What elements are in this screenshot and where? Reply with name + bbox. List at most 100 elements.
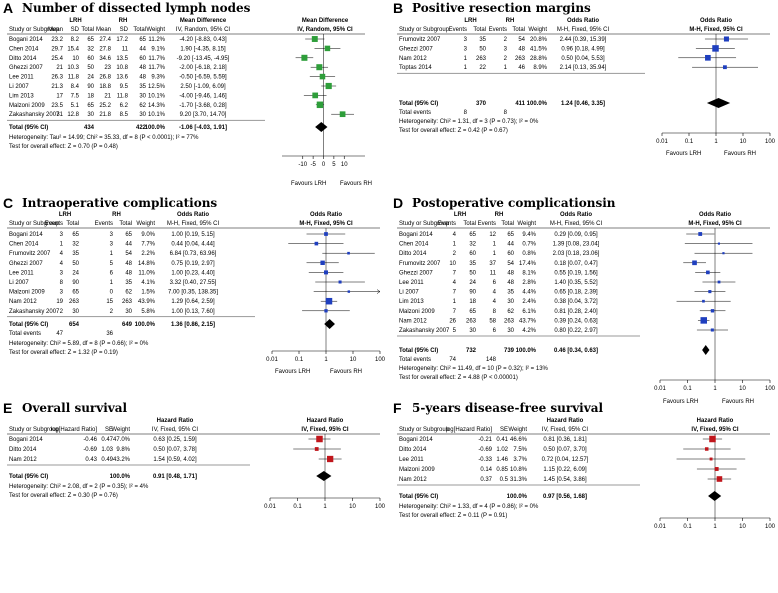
table-cell: 26.8 [99, 75, 111, 81]
table-cell: 35 [479, 37, 486, 43]
column-header: Total [512, 27, 525, 33]
total-ci: 0.91 [0.48, 1.71] [153, 474, 197, 480]
column-header: Total [119, 221, 132, 227]
study-marker [314, 447, 319, 451]
group1-header: LRH [454, 212, 466, 218]
study-name: Ghezzi 2007 [9, 261, 43, 267]
study-name: Frumovitz 2007 [9, 251, 51, 257]
table-cell: 7.5% [513, 447, 527, 453]
group1-header: LRH [464, 18, 476, 24]
study-marker [717, 280, 721, 284]
column-header: Study or Subgroup [9, 221, 60, 227]
study-marker [324, 45, 331, 52]
table-cell: 1.45 [0.54, 3.86] [543, 477, 587, 483]
table-cell: 7.5 [71, 93, 80, 99]
events-group2: 148 [486, 357, 497, 363]
table-cell: 50 [87, 65, 94, 71]
total-n2: 649 [122, 322, 133, 328]
total-weight: 100.0% [507, 494, 528, 500]
table-cell: 1 [60, 242, 64, 248]
table-cell: 44 [139, 46, 146, 52]
total-label: Total (95% CI) [399, 348, 438, 354]
table-cell: 24 [469, 280, 476, 286]
events-group2: 8 [504, 110, 508, 116]
table-cell: 65 [87, 103, 94, 109]
table-cell: 65 [72, 290, 79, 296]
study-marker [700, 317, 708, 324]
table-cell: -0.50 [-6.59, 5.59] [179, 75, 227, 81]
table-cell: 46.6% [510, 437, 528, 443]
column-header: Events [95, 221, 113, 227]
total-n1: 434 [84, 125, 95, 131]
study-marker [324, 232, 328, 236]
table-cell: 29.7 [51, 46, 63, 52]
study-marker [698, 232, 703, 236]
study-name: Lim 2013 [399, 299, 424, 305]
table-cell: 22 [479, 65, 486, 71]
table-cell: 0.72 [0.04, 12.57] [542, 457, 589, 463]
column-header: Events [478, 221, 496, 227]
table-cell: 0.65 [0.18, 2.39] [554, 290, 598, 296]
column-header: Weight [136, 221, 155, 227]
table-cell: 48 [139, 75, 146, 81]
table-cell: 1.03 [101, 447, 113, 453]
study-name: Bogani 2014 [9, 437, 43, 443]
pooled-diamond [708, 491, 722, 501]
column-header: M-H, Fixed, 95% CI [167, 221, 220, 227]
table-cell: 30 [72, 309, 79, 315]
axis-tick-label: 1 [324, 357, 328, 363]
table-cell: 20.8% [530, 37, 548, 43]
study-name: Nam 2012 [9, 299, 37, 305]
table-cell: 10.3 [67, 65, 79, 71]
total-n2: 739 [504, 348, 515, 354]
events-label: Total events [9, 331, 41, 337]
study-name: Lee 2011 [9, 75, 34, 81]
pooled-diamond [706, 98, 731, 108]
study-name: Chen 2014 [9, 242, 39, 248]
plot-subheader: M-H, Fixed, 95% CI [689, 27, 743, 33]
study-marker [710, 309, 715, 313]
panel-title: Number of dissected lymph nodes [22, 1, 251, 15]
study-name: Zakashansky 2007 [399, 328, 450, 334]
table-cell: 6 [493, 280, 497, 286]
table-cell: 13.6 [116, 75, 128, 81]
table-cell: 6.2 [120, 103, 129, 109]
table-cell: 3 [110, 242, 114, 248]
plot-subheader: IV, Random, 95% CI [297, 27, 353, 33]
total-ci: -1.06 [-4.03, 1.91] [179, 125, 227, 131]
table-cell: 7 [453, 290, 457, 296]
study-name: Lim 2013 [9, 93, 34, 99]
table-cell: 5.8% [141, 309, 155, 315]
axis-tick-label: 10 [350, 357, 357, 363]
heterogeneity-note: Heterogeneity: Tau² = 14.99; Chi² = 35.3… [9, 135, 199, 141]
study-marker [323, 270, 329, 275]
axis-tick-label: 0.01 [264, 504, 276, 510]
table-cell: 10.1% [148, 112, 166, 118]
table-cell: 65 [87, 37, 94, 43]
column-header: Events [489, 27, 507, 33]
table-cell: 1.46 [496, 457, 508, 463]
table-cell: 31.3% [510, 477, 528, 483]
favours-right: Favours RH [340, 181, 372, 187]
table-cell: 0.41 [496, 437, 508, 443]
plot-subheader: M-H, Fixed, 95% CI [688, 221, 742, 227]
table-cell: 1 [504, 65, 508, 71]
study-name: Toptas 2014 [399, 65, 432, 71]
panel-letter: C [3, 195, 13, 211]
study-name: Bogani 2014 [399, 232, 433, 238]
table-cell: 27.4 [99, 37, 111, 43]
group1-header: LRH [69, 18, 81, 24]
table-cell: 12.8 [67, 112, 79, 118]
table-cell: 1 [493, 251, 497, 257]
panel-title: Postoperative complicationsin [412, 196, 616, 210]
axis-tick-label: 1 [714, 139, 718, 145]
study-name: Bogani 2014 [399, 437, 433, 443]
table-cell: 2.14 [0.13, 35.94] [560, 65, 607, 71]
table-cell: 12.5% [148, 84, 166, 90]
axis-tick-label: 100 [375, 357, 386, 363]
table-cell: 30 [469, 328, 476, 334]
table-cell: 2.8% [522, 280, 536, 286]
total-weight: 100.0% [527, 101, 548, 107]
study-name: Ghezzi 2007 [9, 65, 43, 71]
